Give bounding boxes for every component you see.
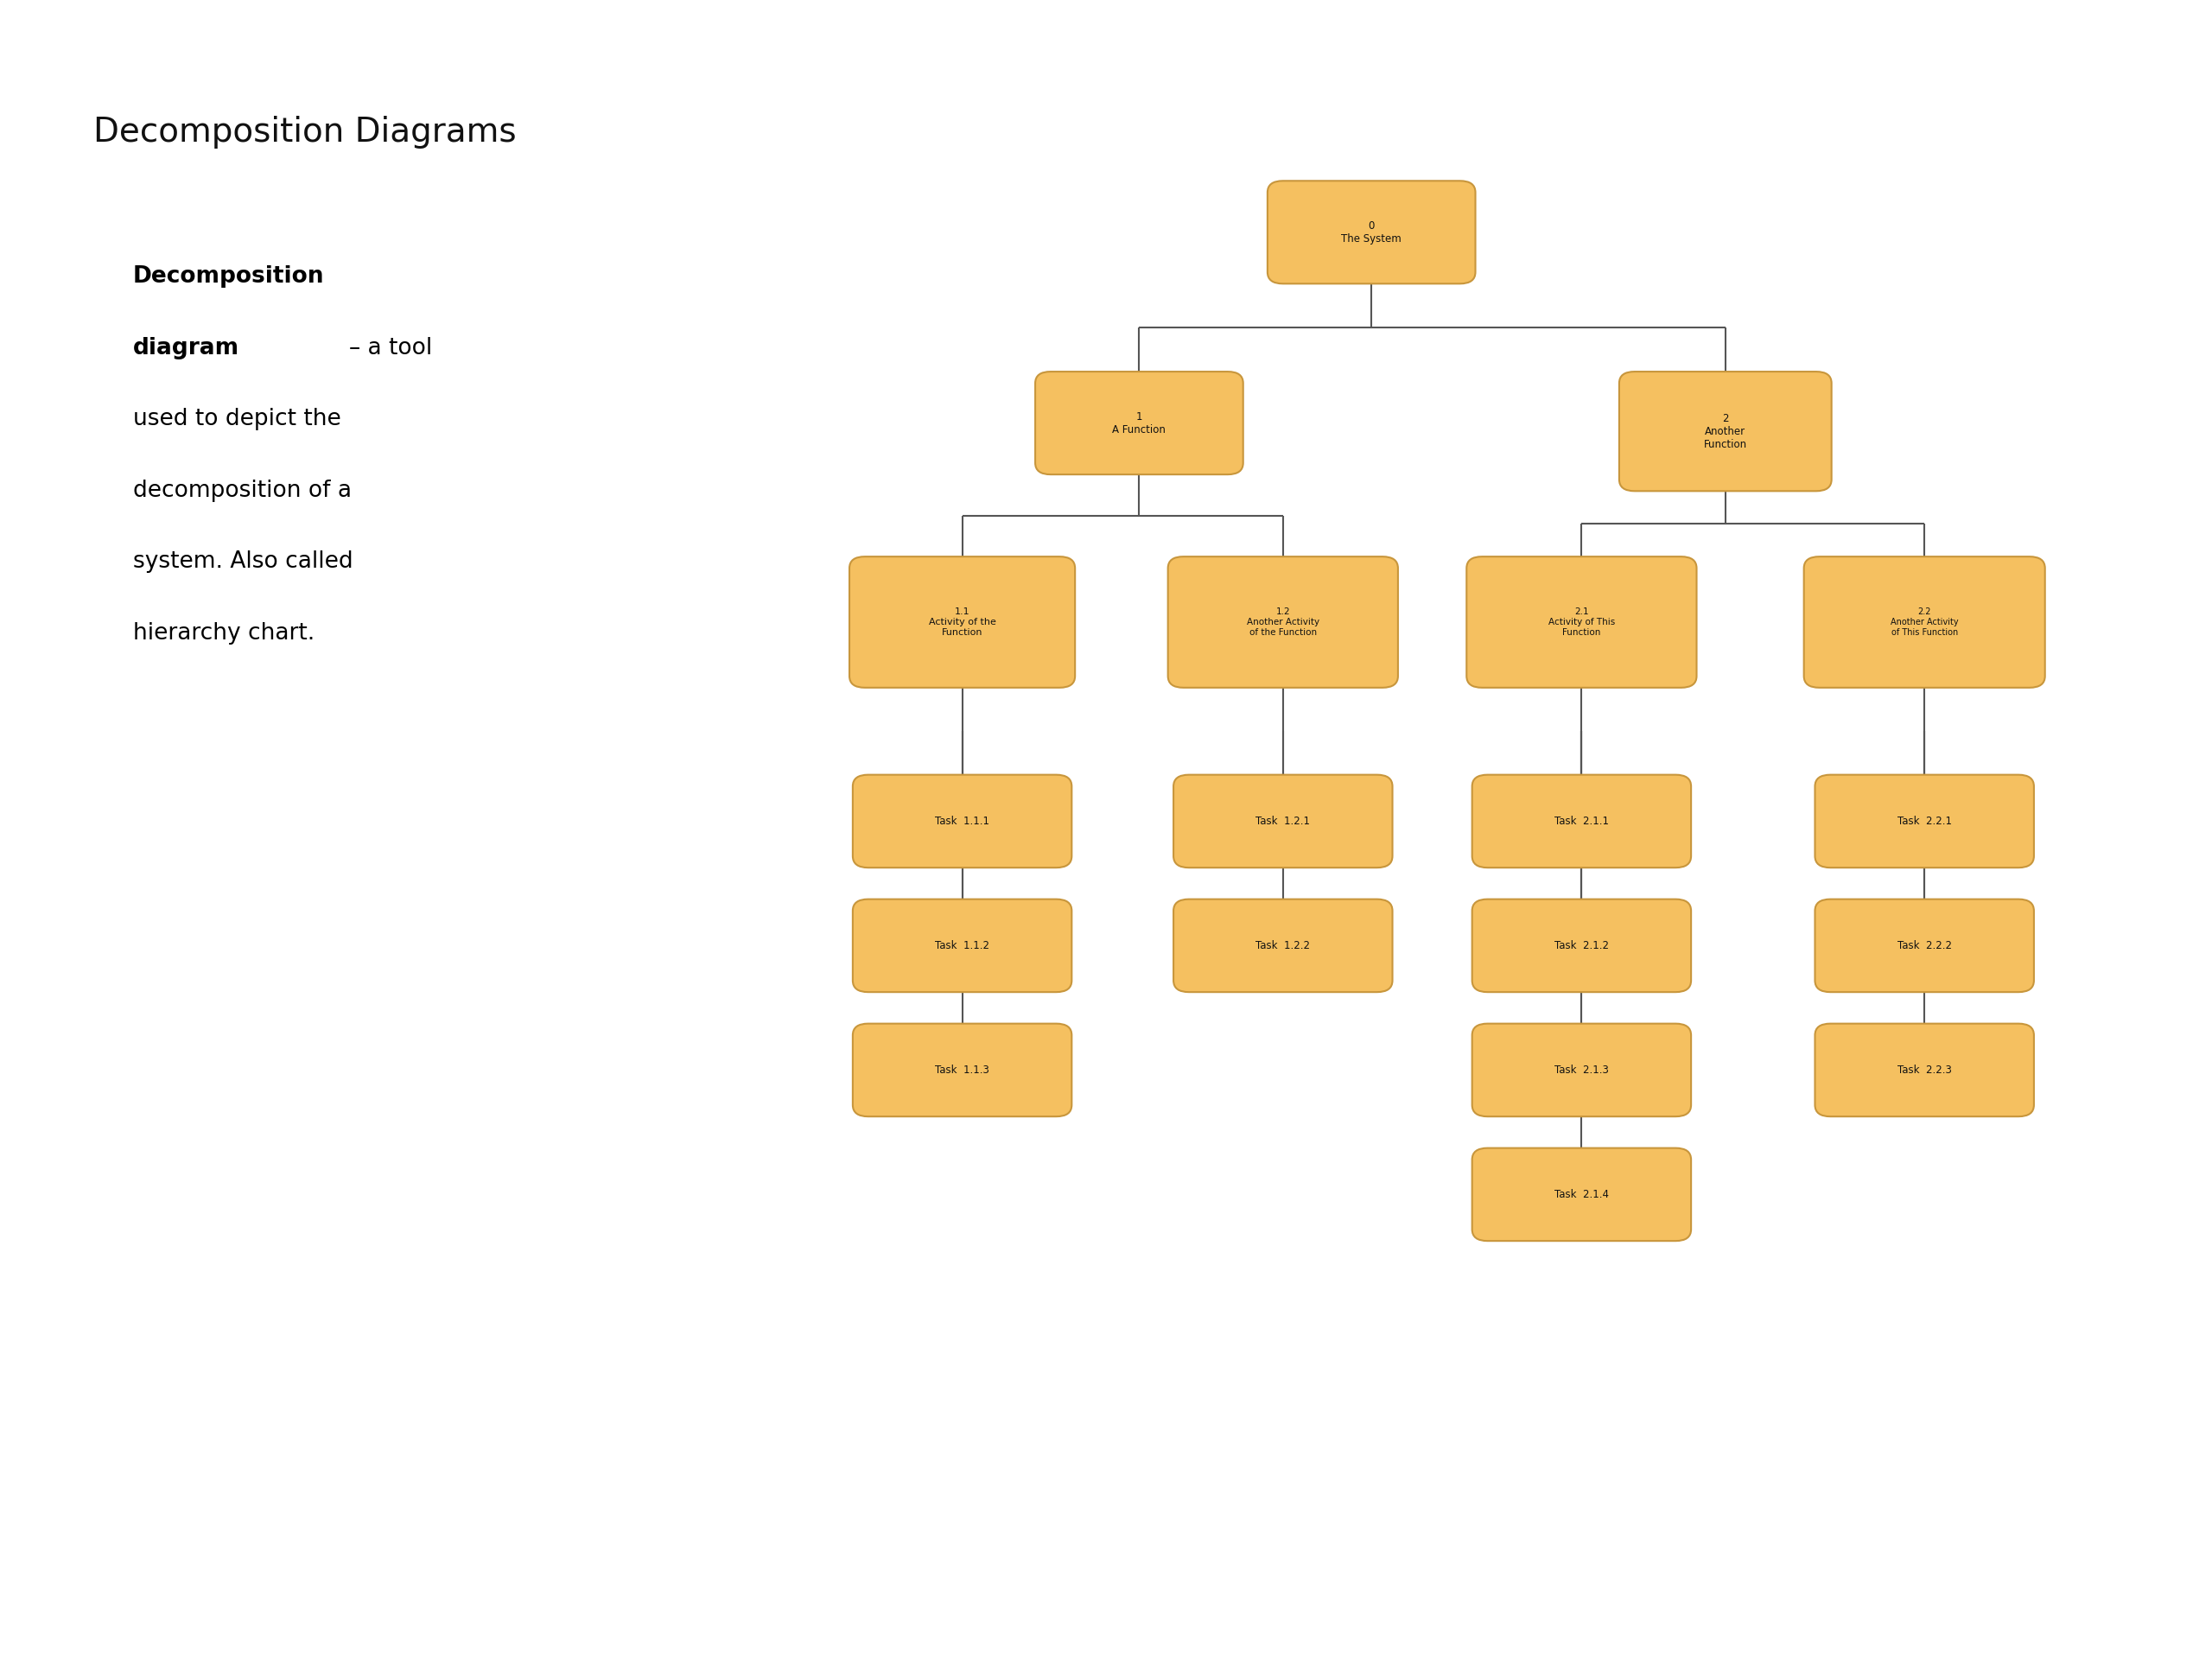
Text: 1
A Function: 1 A Function (1113, 411, 1166, 435)
Text: – a tool: – a tool (349, 337, 434, 360)
Text: decomposition of a: decomposition of a (133, 479, 352, 503)
Text: Decomposition Diagrams: Decomposition Diagrams (93, 116, 515, 149)
Text: 1.1
Activity of the
Function: 1.1 Activity of the Function (929, 607, 995, 637)
FancyBboxPatch shape (1035, 372, 1243, 474)
Text: Task  2.2.1: Task 2.2.1 (1898, 816, 1951, 826)
Text: diagram: diagram (133, 337, 239, 360)
FancyBboxPatch shape (854, 899, 1073, 992)
Text: Task  2.1.1: Task 2.1.1 (1555, 816, 1608, 826)
FancyBboxPatch shape (1172, 775, 1394, 868)
Text: used to depict the: used to depict the (133, 408, 341, 431)
Text: Task  2.1.4: Task 2.1.4 (1555, 1190, 1608, 1199)
FancyBboxPatch shape (1168, 557, 1398, 687)
FancyBboxPatch shape (854, 1024, 1073, 1117)
Text: 2.2
Another Activity
of This Function: 2.2 Another Activity of This Function (1891, 607, 1958, 637)
Text: 1.2
Another Activity
of the Function: 1.2 Another Activity of the Function (1248, 607, 1318, 637)
Text: Task  1.2.2: Task 1.2.2 (1256, 941, 1310, 951)
Text: 2.1
Activity of This
Function: 2.1 Activity of This Function (1548, 607, 1615, 637)
FancyBboxPatch shape (854, 775, 1073, 868)
FancyBboxPatch shape (1473, 775, 1690, 868)
FancyBboxPatch shape (1172, 899, 1394, 992)
Text: 0
The System: 0 The System (1340, 221, 1402, 244)
Text: Task  1.2.1: Task 1.2.1 (1256, 816, 1310, 826)
FancyBboxPatch shape (1473, 1024, 1690, 1117)
Text: Task  1.1.1: Task 1.1.1 (936, 816, 989, 826)
FancyBboxPatch shape (1814, 775, 2035, 868)
Text: hierarchy chart.: hierarchy chart. (133, 622, 314, 645)
FancyBboxPatch shape (1619, 372, 1832, 491)
Text: Task  2.2.3: Task 2.2.3 (1898, 1065, 1951, 1075)
FancyBboxPatch shape (1473, 1148, 1690, 1241)
Text: Task  2.1.3: Task 2.1.3 (1555, 1065, 1608, 1075)
FancyBboxPatch shape (1267, 181, 1475, 284)
Text: system. Also called: system. Also called (133, 551, 352, 574)
Text: Task  1.1.3: Task 1.1.3 (936, 1065, 989, 1075)
FancyBboxPatch shape (1805, 557, 2044, 687)
Text: Task  2.2.2: Task 2.2.2 (1898, 941, 1951, 951)
FancyBboxPatch shape (1814, 899, 2035, 992)
FancyBboxPatch shape (1814, 1024, 2035, 1117)
Text: Decomposition: Decomposition (133, 265, 325, 289)
Text: Task  1.1.2: Task 1.1.2 (936, 941, 989, 951)
FancyBboxPatch shape (849, 557, 1075, 687)
Text: Task  2.1.2: Task 2.1.2 (1555, 941, 1608, 951)
Text: 2
Another
Function: 2 Another Function (1703, 413, 1747, 450)
FancyBboxPatch shape (1467, 557, 1697, 687)
FancyBboxPatch shape (1473, 899, 1690, 992)
